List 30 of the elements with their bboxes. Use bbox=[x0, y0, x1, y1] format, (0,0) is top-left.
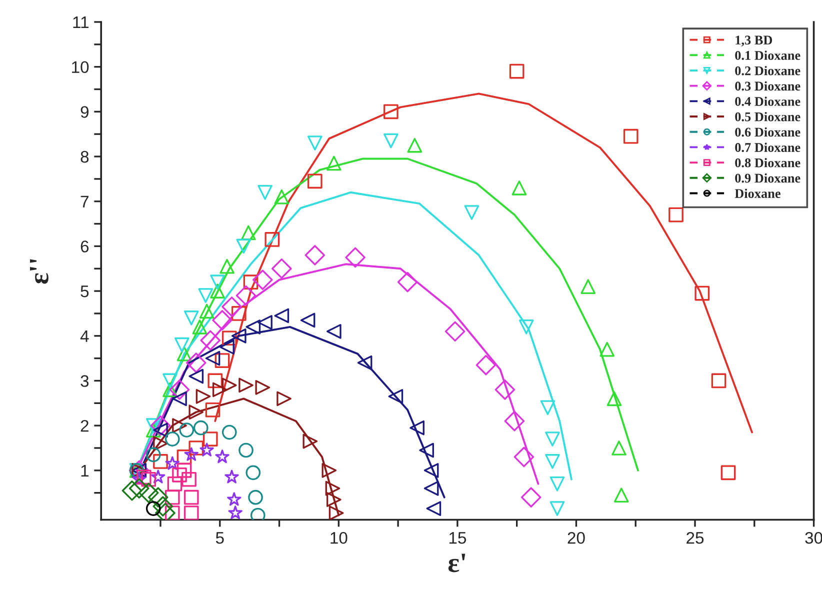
x-tick-label: 25 bbox=[686, 532, 704, 544]
y-tick-label: 6 bbox=[80, 240, 89, 252]
legend-label: 0.9 Dioxane bbox=[735, 173, 800, 183]
legend-label: 0.2 Dioxane bbox=[735, 66, 800, 76]
y-tick-label: 10 bbox=[72, 61, 89, 74]
x-tick-label: 20 bbox=[568, 532, 585, 544]
y-tick-label: 11 bbox=[73, 16, 88, 28]
legend-label: 0.7 Dioxane bbox=[735, 142, 800, 152]
y-tick-label: 5 bbox=[80, 286, 89, 298]
legend-label: 1,3 BD bbox=[736, 36, 772, 46]
legend-label: 0.6 Dioxane bbox=[735, 127, 800, 137]
y-tick-label: 4 bbox=[80, 330, 89, 342]
y-tick-label: 1 bbox=[81, 464, 88, 476]
y-tick-label: 2 bbox=[80, 420, 88, 432]
y-tick-label: 8 bbox=[80, 150, 89, 163]
legend-label: 0.1 Dioxane bbox=[735, 50, 800, 60]
x-axis-title: ε' bbox=[448, 554, 466, 572]
x-tick-label: 5 bbox=[216, 532, 224, 544]
x-tick-label: 10 bbox=[330, 532, 348, 544]
legend-label: 0.4 Dioxane bbox=[735, 96, 800, 106]
legend-label: 0.8 Dioxane bbox=[735, 158, 800, 168]
x-tick-label: 30 bbox=[805, 532, 822, 544]
y-tick-label: 7 bbox=[80, 196, 88, 208]
y-tick-label: 9 bbox=[80, 106, 89, 118]
legend-label: 0.3 Dioxane bbox=[735, 81, 800, 91]
y-tick-label: 3 bbox=[80, 375, 89, 387]
x-tick-label: 15 bbox=[449, 532, 466, 544]
y-axis-title: ε'' bbox=[30, 259, 48, 284]
legend-label: Dioxane bbox=[734, 188, 780, 198]
legend-label: 0.5 Dioxane bbox=[735, 112, 800, 122]
